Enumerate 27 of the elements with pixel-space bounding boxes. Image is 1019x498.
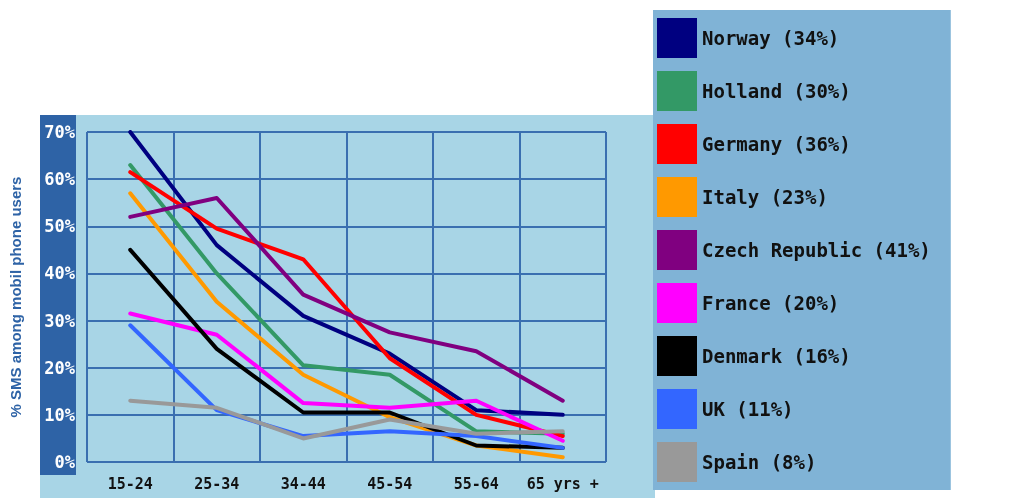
legend-label: Czech Republic (41%) (702, 239, 931, 261)
y-tick-label: 30% (44, 310, 76, 331)
y-tick-label: 0% (54, 452, 76, 472)
y-tick-label: 20% (44, 357, 76, 378)
line-series (128, 196, 565, 403)
line-series (128, 398, 565, 441)
y-tick-label: 70% (44, 122, 76, 142)
x-tick-label: 34-44 (280, 474, 326, 493)
y-axis-title: % SMS among mobil phone users (7, 176, 24, 418)
legend-label: Norway (34%) (702, 27, 840, 49)
y-tick-label: 60% (44, 169, 76, 190)
legend-label: Spain (8%) (702, 451, 817, 473)
x-tick-label: 25-34 (194, 474, 240, 493)
legend-label: Germany (36%) (702, 133, 851, 155)
legend-label: Holland (30%) (702, 80, 851, 102)
y-tick-label: 50% (44, 216, 76, 237)
legend-label: France (20%) (702, 292, 840, 314)
x-tick-label: 15-24 (107, 474, 153, 493)
x-tick-label: 65 yrs + (526, 474, 599, 493)
legend-label: Denmark (16%) (702, 345, 851, 367)
y-tick-label: 10% (44, 404, 76, 425)
legend-label: UK (11%) (702, 398, 794, 420)
line-series (128, 130, 565, 417)
y-tick-label: 40% (44, 263, 76, 284)
x-tick-label: 45-54 (367, 474, 413, 493)
legend-label: Italy (23%) (702, 186, 828, 208)
x-tick-label: 55-64 (453, 474, 499, 493)
